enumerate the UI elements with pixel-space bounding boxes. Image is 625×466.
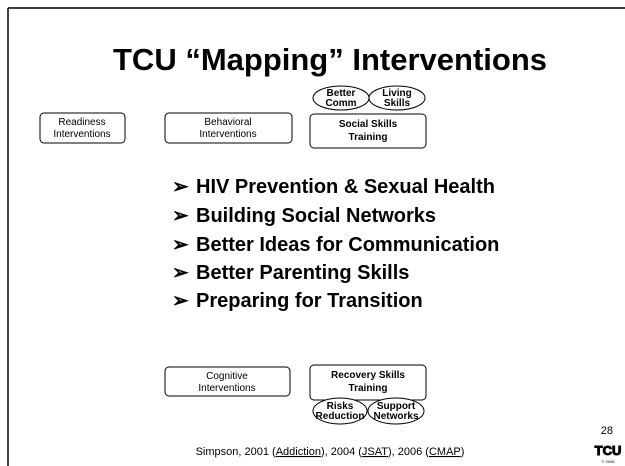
- page-number: 28: [601, 425, 613, 437]
- title: TCU “Mapping” Interventions: [113, 42, 547, 77]
- box: [309, 113, 427, 149]
- citation-text: ): [461, 446, 465, 458]
- box-label: Interventions: [53, 129, 110, 140]
- box-label: Training: [349, 132, 388, 143]
- bullet: Better Parenting Skills: [196, 262, 409, 284]
- oval: [368, 85, 426, 111]
- bullet: HIV Prevention & Sexual Health: [196, 176, 495, 198]
- oval-label: Risks: [327, 401, 354, 412]
- box-label: Readiness: [58, 117, 105, 128]
- citation-link[interactable]: JSAT: [362, 446, 388, 458]
- citation-text: ), 2004 (: [321, 446, 362, 458]
- bullet-arrow: ➢: [172, 234, 189, 256]
- citation-link[interactable]: Addiction: [276, 446, 321, 458]
- oval-label: Reduction: [316, 411, 365, 422]
- logo: TCU © 2008: [594, 443, 622, 465]
- oval-label: Skills: [384, 98, 411, 109]
- bullet-arrow: ➢: [172, 262, 189, 284]
- oval-label: Better: [327, 88, 356, 99]
- logo-text: TCU: [595, 443, 622, 458]
- bullet: Building Social Networks: [196, 205, 436, 227]
- citation-link[interactable]: CMAP: [429, 446, 461, 458]
- citation: Simpson, 2001 (Addiction), 2004 (JSAT), …: [196, 446, 465, 458]
- bullet-arrow: ➢: [172, 205, 189, 227]
- oval: [312, 397, 368, 425]
- box: [164, 366, 291, 397]
- box: [39, 112, 126, 144]
- oval-label: Comm: [325, 98, 356, 109]
- box-label: Interventions: [198, 383, 255, 394]
- logo-copyright: © 2008: [602, 459, 616, 464]
- bullet-arrow: ➢: [172, 176, 189, 198]
- citation-text: Simpson, 2001 (: [196, 446, 276, 458]
- box-label: Interventions: [199, 129, 256, 140]
- bullet: Preparing for Transition: [196, 290, 423, 312]
- box-label: Behavioral: [204, 117, 251, 128]
- oval-label: Support: [377, 401, 416, 412]
- box-label: Cognitive: [206, 371, 248, 382]
- bullet-list: ➢ HIV Prevention & Sexual Health ➢ Build…: [172, 176, 499, 312]
- oval-label: Networks: [373, 411, 418, 422]
- oval-label: Living: [382, 88, 411, 99]
- box-label: Recovery Skills: [331, 370, 405, 381]
- bullet: Better Ideas for Communication: [196, 234, 499, 256]
- bullet-arrow: ➢: [172, 290, 189, 312]
- box-label: Social Skills: [339, 119, 398, 130]
- citation-text: ), 2006 (: [388, 446, 429, 458]
- box-label: Training: [349, 383, 388, 394]
- box: [309, 364, 427, 401]
- oval: [367, 397, 425, 425]
- box: [164, 112, 293, 144]
